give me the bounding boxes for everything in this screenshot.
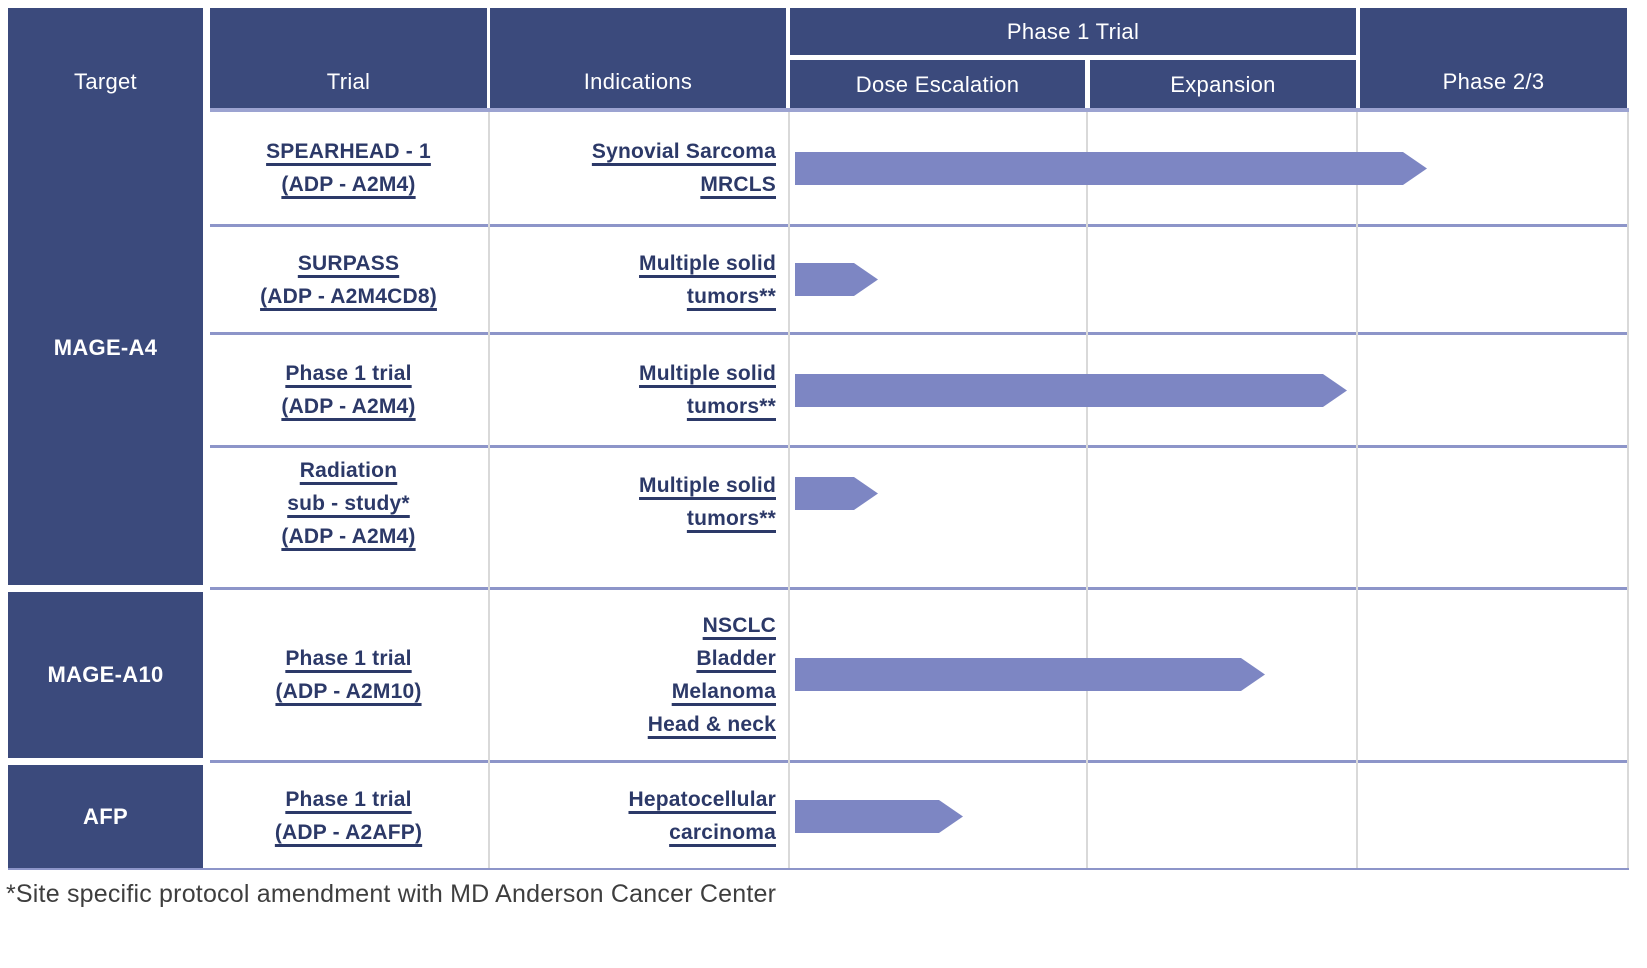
trial-name-link[interactable]: Phase 1 trial (ADP - A2M4) (210, 335, 487, 445)
trial-line[interactable]: (ADP - A2AFP) (274, 820, 423, 844)
indications-link[interactable]: Multiple solid tumors** (490, 448, 788, 587)
progress-arrow (795, 263, 878, 296)
indication-line[interactable]: Multiple solid (639, 251, 776, 275)
column-header-phase1-trial: Phase 1 Trial (790, 8, 1356, 55)
target-cell-mage-a10: MAGE-A10 (8, 592, 203, 758)
indications-link[interactable]: Hepatocellular carcinoma (490, 763, 788, 868)
indication-line[interactable]: Head & neck (647, 713, 776, 736)
indication-line[interactable]: Multiple solid (639, 362, 776, 385)
indication-line[interactable]: tumors** (686, 284, 776, 308)
trial-line[interactable]: (ADP - A2M4) (281, 525, 416, 548)
column-header-trial-label: Trial (326, 69, 371, 94)
progress-arrow (795, 800, 963, 833)
trial-line[interactable]: Phase 1 trial (285, 362, 412, 385)
indication-line[interactable]: Bladder (696, 647, 776, 670)
trial-line[interactable]: (ADP - A2M4) (281, 173, 416, 196)
column-header-phase23-label: Phase 2/3 (1442, 69, 1545, 94)
trial-line[interactable]: (ADP - A2M4CD8) (260, 284, 437, 308)
trial-name-link[interactable]: Phase 1 trial (ADP - A2M10) (210, 590, 487, 760)
column-divider (788, 112, 790, 868)
indication-line[interactable]: NSCLC (702, 614, 776, 637)
column-header-target: Target (8, 8, 203, 110)
column-header-expansion-label: Expansion (1170, 72, 1276, 97)
column-header-phase1-label: Phase 1 Trial (1006, 18, 1140, 44)
table-bottom-border (8, 868, 1629, 870)
row-divider (210, 224, 1629, 227)
progress-arrow (795, 152, 1427, 185)
column-header-dose-label: Dose Escalation (855, 72, 1020, 97)
trial-line[interactable]: (ADP - A2M4) (281, 395, 416, 418)
progress-arrow (795, 374, 1347, 407)
indication-line[interactable]: MRCLS (700, 173, 776, 196)
header-divider (210, 108, 1629, 112)
trial-line[interactable]: SURPASS (297, 251, 400, 275)
trial-name-link[interactable]: SURPASS (ADP - A2M4CD8) (210, 227, 487, 332)
target-label: MAGE-A4 (53, 334, 158, 360)
trial-line[interactable]: Phase 1 trial (285, 647, 412, 670)
trial-line[interactable]: (ADP - A2M10) (275, 680, 422, 703)
trial-name-link[interactable]: SPEARHEAD - 1 (ADP - A2M4) (210, 112, 487, 224)
row-divider (210, 587, 1629, 590)
indication-line[interactable]: Multiple solid (639, 474, 776, 497)
indication-line[interactable]: tumors** (686, 507, 776, 530)
row-divider (210, 760, 1629, 763)
column-header-dose-escalation: Dose Escalation (790, 60, 1085, 110)
column-header-indications-label: Indications (583, 69, 693, 94)
indications-link[interactable]: NSCLC Bladder Melanoma Head & neck (490, 590, 788, 760)
indications-link[interactable]: Synovial Sarcoma MRCLS (490, 112, 788, 224)
target-label: MAGE-A10 (47, 662, 164, 687)
progress-arrow (795, 477, 878, 510)
column-header-target-label: Target (74, 69, 137, 94)
progress-arrow (795, 658, 1265, 691)
indication-line[interactable]: Melanoma (671, 680, 776, 703)
indications-link[interactable]: Multiple solid tumors** (490, 227, 788, 332)
trial-name-link[interactable]: Radiation sub - study* (ADP - A2M4) (210, 448, 487, 587)
trial-line[interactable]: Radiation (299, 459, 398, 482)
column-header-indications: Indications (490, 8, 786, 110)
row-divider (210, 332, 1629, 335)
target-label: AFP (83, 804, 128, 829)
column-divider (488, 112, 490, 868)
footnote: *Site specific protocol amendment with M… (6, 880, 777, 908)
trial-line[interactable]: Phase 1 trial (285, 787, 412, 811)
trial-line[interactable]: sub - study* (287, 492, 410, 515)
row-divider (210, 445, 1629, 448)
table-right-border (1627, 112, 1629, 868)
target-cell-mage-a4: MAGE-A4 (8, 110, 203, 585)
indication-line[interactable]: Synovial Sarcoma (591, 140, 776, 163)
column-header-phase23: Phase 2/3 (1360, 8, 1627, 110)
trial-line[interactable]: SPEARHEAD - 1 (266, 140, 431, 163)
column-header-expansion: Expansion (1090, 60, 1356, 110)
indication-line[interactable]: tumors** (686, 395, 776, 418)
column-divider (1356, 112, 1358, 868)
indications-link[interactable]: Multiple solid tumors** (490, 335, 788, 445)
column-header-trial: Trial (210, 8, 487, 110)
target-cell-afp: AFP (8, 765, 203, 869)
trial-name-link[interactable]: Phase 1 trial (ADP - A2AFP) (210, 763, 487, 868)
column-divider (1086, 112, 1088, 868)
indication-line[interactable]: Hepatocellular (628, 787, 776, 811)
indication-line[interactable]: carcinoma (669, 820, 776, 844)
